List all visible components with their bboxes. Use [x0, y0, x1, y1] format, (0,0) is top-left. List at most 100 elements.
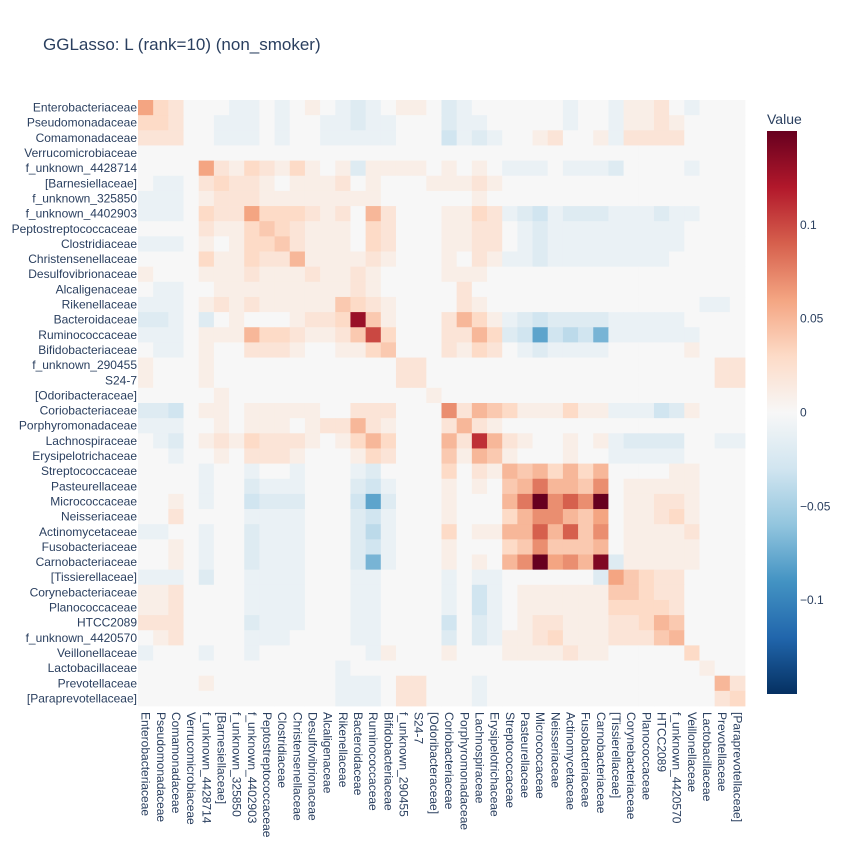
heatmap-cell: [395, 372, 412, 389]
heatmap-cell: [714, 690, 731, 707]
heatmap-cell: [304, 675, 321, 692]
heatmap-cell: [365, 463, 382, 480]
heatmap-cell: [487, 327, 503, 343]
heatmap-cell: [259, 296, 275, 313]
heatmap-cell: [684, 100, 700, 116]
heatmap-cell: [365, 206, 382, 222]
heatmap-cell: [183, 342, 200, 358]
heatmap-cell: [699, 221, 716, 237]
heatmap-cell: [198, 615, 215, 631]
heatmap-cell: [669, 630, 685, 646]
heatmap-cell: [320, 281, 336, 298]
heatmap-cell: [502, 493, 518, 510]
heatmap-cell: [593, 599, 609, 616]
heatmap-cell: [684, 645, 700, 661]
heatmap-cell: [153, 463, 169, 480]
heatmap-cell: [304, 100, 321, 116]
heatmap-cell: [289, 569, 306, 586]
colorbar-tick-label: 0.1: [800, 218, 817, 232]
heatmap-cell: [456, 539, 473, 555]
heatmap-cell: [395, 251, 412, 268]
heatmap-cell: [259, 342, 275, 358]
heatmap-cell: [593, 584, 609, 601]
heatmap-cell: [638, 448, 655, 464]
heatmap-cell: [608, 478, 624, 495]
heatmap-cell: [289, 554, 306, 571]
heatmap-cell: [138, 115, 154, 131]
heatmap-cell: [699, 206, 716, 222]
heatmap-cell: [517, 660, 533, 677]
heatmap-cell: [623, 493, 640, 510]
heatmap-cell: [532, 145, 549, 161]
heatmap-cell: [153, 175, 169, 192]
heatmap-cell: [623, 599, 640, 616]
heatmap-cell: [517, 599, 533, 616]
heatmap-cell: [638, 630, 655, 646]
heatmap-cell: [608, 100, 624, 116]
heatmap-cell: [729, 690, 746, 707]
heatmap-cell: [229, 327, 245, 343]
heatmap-cell: [471, 130, 488, 146]
heatmap-cell: [274, 554, 291, 571]
heatmap-cell: [653, 403, 670, 419]
heatmap-cell: [471, 524, 488, 540]
heatmap-cell: [304, 251, 321, 268]
heatmap-cell: [578, 660, 594, 677]
heatmap-cell: [562, 372, 579, 389]
heatmap-cell: [487, 236, 503, 252]
heatmap-cell: [593, 175, 609, 192]
heatmap-cell: [517, 251, 533, 268]
heatmap-cell: [274, 630, 291, 646]
heatmap-cell: [638, 675, 655, 692]
heatmap-cells: [138, 100, 746, 707]
heatmap-cell: [153, 206, 169, 222]
heatmap-cell: [183, 675, 200, 692]
heatmap-cell: [532, 296, 549, 313]
heatmap-cell: [699, 478, 716, 495]
heatmap-cell: [198, 206, 215, 222]
heatmap-cell: [153, 236, 169, 252]
heatmap-cell: [608, 175, 624, 192]
heatmap-cell: [395, 100, 412, 116]
heatmap-cell: [380, 433, 397, 449]
heatmap-cell: [729, 493, 746, 510]
heatmap-cell: [562, 100, 579, 116]
heatmap-cell: [653, 539, 670, 555]
heatmap-cell: [168, 645, 184, 661]
heatmap-cell: [517, 645, 533, 661]
heatmap-cell: [729, 448, 746, 464]
heatmap-cell: [593, 312, 609, 328]
heatmap-cell: [471, 236, 488, 252]
heatmap-cell: [441, 554, 458, 571]
heatmap-cell: [304, 175, 321, 192]
heatmap-cell: [729, 478, 746, 495]
heatmap-cell: [532, 387, 549, 404]
heatmap-cell: [335, 160, 351, 177]
heatmap-cell: [532, 115, 549, 131]
heatmap-cell: [274, 387, 291, 404]
heatmap-cell: [168, 130, 184, 146]
heatmap-cell: [395, 236, 412, 252]
heatmap-cell: [456, 266, 473, 283]
heatmap-cell: [320, 509, 336, 525]
heatmap-cell: [289, 448, 306, 464]
heatmap-cell: [669, 539, 685, 555]
heatmap-cell: [714, 130, 731, 146]
heatmap-cell: [289, 584, 306, 601]
heatmap-cell: [638, 130, 655, 146]
heatmap-cell: [183, 312, 200, 328]
heatmap-cell: [380, 357, 397, 374]
heatmap-cell: [335, 206, 351, 222]
heatmap-cell: [365, 387, 382, 404]
y-tick-label: Veillonellaceae: [57, 646, 137, 660]
heatmap-cell: [669, 387, 685, 404]
heatmap-cell: [517, 524, 533, 540]
x-tick-label: Comamonadaceae: [169, 712, 183, 814]
heatmap-cell: [395, 569, 412, 586]
heatmap-cell: [365, 251, 382, 268]
heatmap-cell: [335, 100, 351, 116]
heatmap-cell: [380, 266, 397, 283]
heatmap-cell: [153, 372, 169, 389]
heatmap-cell: [456, 690, 473, 707]
